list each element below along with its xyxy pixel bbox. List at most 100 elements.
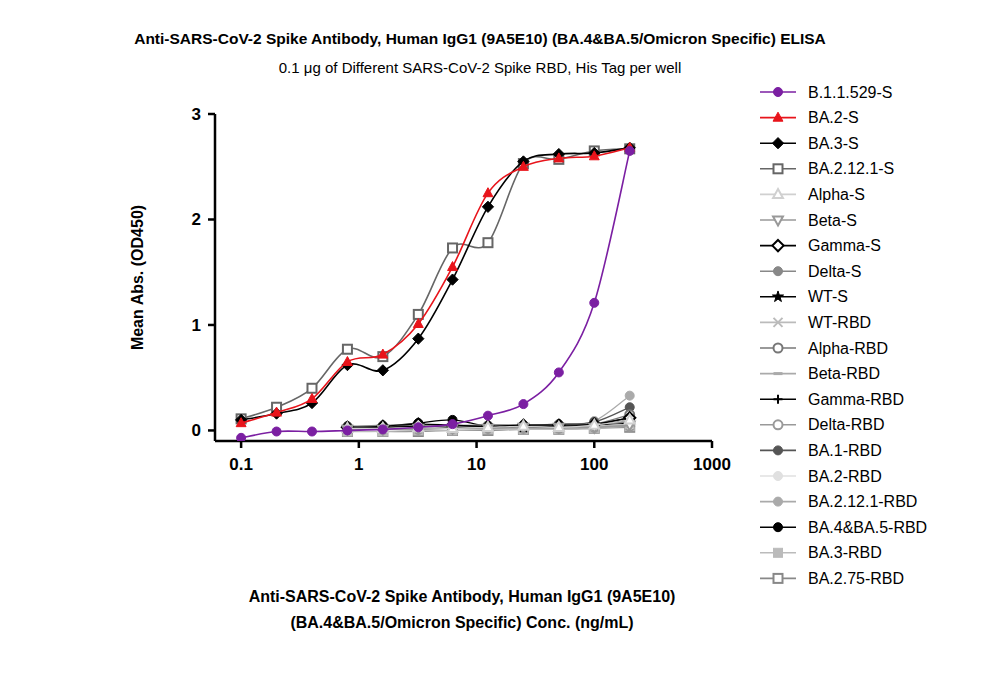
data-point xyxy=(342,356,352,365)
legend-label: BA.2.75-RBD xyxy=(808,570,904,587)
legend-line xyxy=(760,373,796,375)
legend-label: BA.2-RBD xyxy=(808,468,882,485)
data-point xyxy=(307,393,317,402)
y-tick-label: 1 xyxy=(192,316,201,335)
legend-label: B.1.1.529-S xyxy=(808,84,893,101)
series-line xyxy=(241,151,630,438)
legend-marker xyxy=(773,189,783,198)
data-point xyxy=(448,243,457,252)
legend-marker xyxy=(774,523,783,532)
x-tick xyxy=(711,441,714,448)
legend-marker xyxy=(774,344,783,353)
legend-label: BA.2-S xyxy=(808,109,859,126)
x-tick xyxy=(593,441,596,448)
data-point xyxy=(483,411,492,420)
data-point xyxy=(378,426,388,435)
legend-marker xyxy=(773,216,783,225)
legend-label: WT-RBD xyxy=(808,314,871,331)
data-point xyxy=(589,151,599,160)
legend-label: BA.1-RBD xyxy=(808,442,882,459)
legend-label: Alpha-S xyxy=(808,186,865,203)
data-point xyxy=(554,368,563,377)
data-point xyxy=(554,423,563,432)
legend-marker xyxy=(772,138,783,149)
legend-marker xyxy=(774,395,783,404)
data-point xyxy=(378,349,388,358)
legend-marker xyxy=(774,88,783,97)
legend-marker xyxy=(774,472,783,481)
x-tick-label: 10 xyxy=(467,455,486,474)
legend-marker xyxy=(774,548,783,557)
x-axis-label: Anti-SARS-CoV-2 Spike Antibody, Human Ig… xyxy=(249,588,676,631)
data-point xyxy=(483,188,493,197)
legend-label: BA.4&BA.5-RBD xyxy=(808,519,927,536)
data-point xyxy=(519,400,528,409)
data-point xyxy=(377,365,388,376)
series-line xyxy=(241,148,630,420)
y-axis-label: Mean Abs. (OD450) xyxy=(129,205,146,350)
legend-marker xyxy=(772,240,783,251)
series-6 xyxy=(342,412,636,433)
x-axis-label-line: (BA.4&BA.5/Omicron Specific) Conc. (ng/m… xyxy=(290,614,633,631)
series-2 xyxy=(235,142,635,425)
legend-label: WT-S xyxy=(808,288,848,305)
data-point xyxy=(343,426,352,435)
data-point xyxy=(343,345,352,354)
data-point xyxy=(272,427,281,436)
y-tick-label: 0 xyxy=(192,421,201,440)
y-tick xyxy=(208,218,215,221)
data-point xyxy=(378,425,387,434)
x-tick-label: 1 xyxy=(354,455,363,474)
data-point xyxy=(413,319,423,328)
data-point xyxy=(518,161,528,170)
data-point xyxy=(518,421,528,430)
series-3 xyxy=(237,144,635,423)
x-tick-label: 100 xyxy=(580,455,608,474)
data-point xyxy=(483,238,492,247)
y-tick xyxy=(208,324,215,327)
x-axis-line xyxy=(215,440,712,443)
data-point xyxy=(413,333,424,344)
x-tick-label: 1000 xyxy=(693,455,731,474)
y-tick-label: 2 xyxy=(192,210,201,229)
legend-marker xyxy=(774,497,783,506)
data-point xyxy=(554,422,564,431)
data-point xyxy=(448,420,457,429)
data-point xyxy=(518,421,529,432)
series-1 xyxy=(236,142,635,426)
y-axis-line xyxy=(214,114,217,441)
legend-marker xyxy=(774,446,783,455)
data-point xyxy=(589,420,599,429)
legend-label: Delta-S xyxy=(808,263,861,280)
legend-label: Beta-S xyxy=(808,212,857,229)
series-0 xyxy=(237,146,635,441)
series-line xyxy=(241,148,630,423)
data-point xyxy=(625,391,634,400)
data-point xyxy=(624,412,635,423)
legend-label: BA.3-RBD xyxy=(808,544,882,561)
data-point xyxy=(483,422,493,431)
legend-marker xyxy=(774,574,783,583)
x-tick-label: 0.1 xyxy=(229,455,253,474)
chart: Anti-SARS-CoV-2 Spike Antibody, Human Ig… xyxy=(0,0,1000,689)
legend-marker xyxy=(774,318,783,327)
data-point xyxy=(625,146,634,155)
data-point xyxy=(237,433,246,441)
data-point xyxy=(413,422,423,431)
legend: B.1.1.529-SBA.2-SBA.3-SBA.2.12.1-SAlpha-… xyxy=(760,84,927,587)
legend-label: BA.2.12.1-RBD xyxy=(808,493,917,510)
series-line xyxy=(241,149,630,419)
data-point xyxy=(554,423,563,432)
data-point xyxy=(448,262,458,271)
subtitle: 0.1 μg of Different SARS-CoV-2 Spike RBD… xyxy=(279,59,681,76)
x-tick xyxy=(358,441,361,448)
legend-label: Gamma-S xyxy=(808,237,881,254)
data-point xyxy=(236,418,246,427)
data-point xyxy=(625,415,635,424)
legend-label: Beta-RBD xyxy=(808,365,880,382)
plot-area xyxy=(235,142,635,441)
legend-label: Delta-RBD xyxy=(808,416,884,433)
y-tick xyxy=(208,429,215,432)
data-point xyxy=(414,423,423,432)
data-point xyxy=(378,425,387,434)
